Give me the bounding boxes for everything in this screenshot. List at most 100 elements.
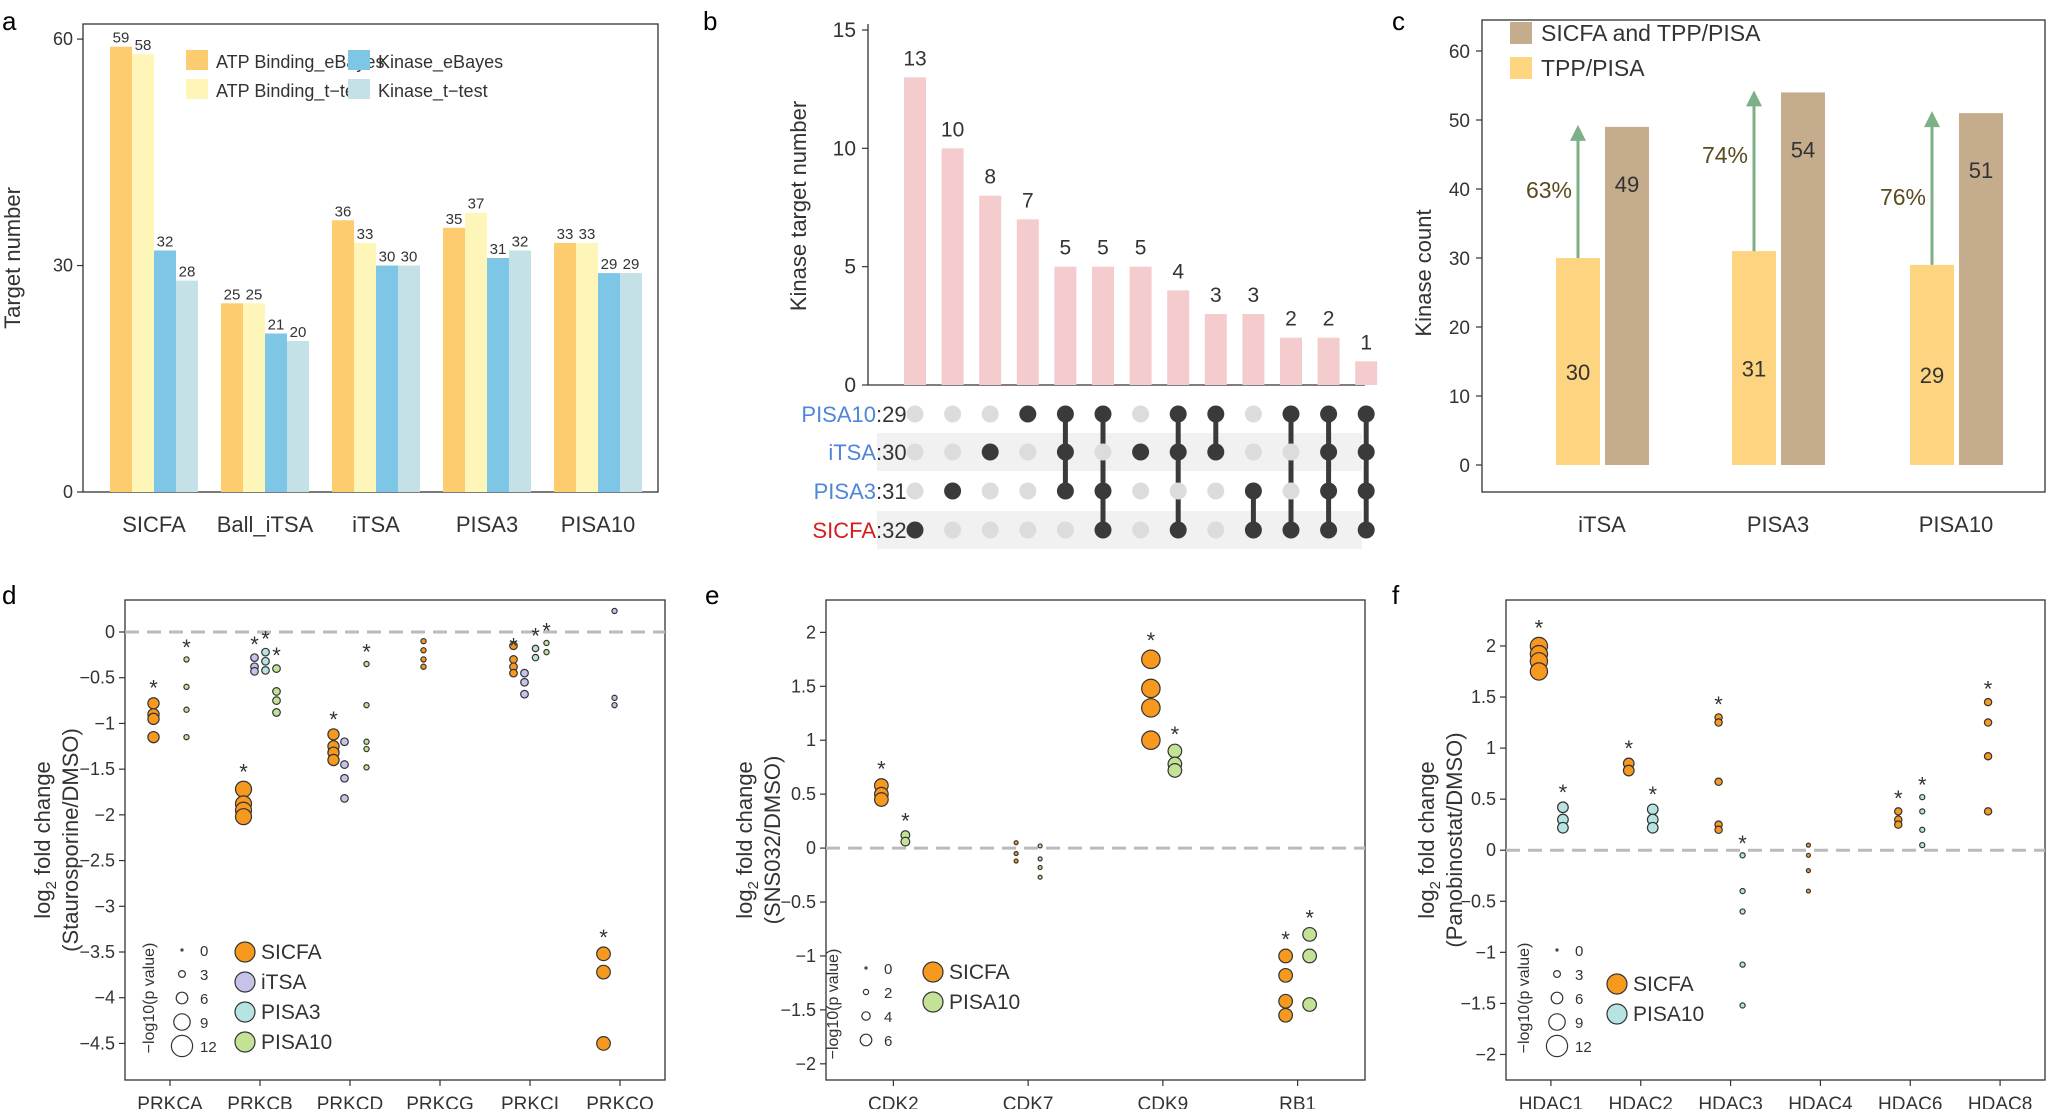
significance-star: * bbox=[1714, 692, 1723, 717]
bar-c-PISA3-0 bbox=[1732, 251, 1776, 465]
x-tick-label-d: PRKCQ bbox=[586, 1094, 654, 1109]
size-legend-value: 6 bbox=[1575, 991, 1583, 1008]
y-axis-label-b: Kinase target number bbox=[786, 101, 811, 311]
bar-value-label-a: 25 bbox=[246, 286, 263, 303]
bar-a-iTSA-0 bbox=[332, 220, 354, 493]
matrix-dot bbox=[1169, 405, 1187, 423]
point-SICFA bbox=[1805, 868, 1812, 874]
upset-bar bbox=[1016, 219, 1039, 385]
y-tick-label-c: 10 bbox=[1449, 387, 1470, 408]
upset-bar-value-label: 8 bbox=[984, 166, 996, 189]
size-legend-circle bbox=[170, 1034, 194, 1058]
matrix-dot bbox=[1019, 482, 1037, 500]
bar-value-label-a: 33 bbox=[357, 226, 374, 243]
size-legend-value: 9 bbox=[1575, 1015, 1583, 1032]
matrix-dot bbox=[1207, 482, 1225, 500]
legend-label-f: PISA10 bbox=[1633, 1003, 1704, 1026]
significance-star: * bbox=[239, 759, 248, 784]
significance-star: * bbox=[901, 809, 910, 834]
x-tick-label-f: HDAC1 bbox=[1519, 1094, 1583, 1109]
matrix-dot bbox=[906, 521, 924, 539]
point-PISA3 bbox=[261, 666, 270, 675]
point-PISA10 bbox=[1739, 852, 1746, 859]
set-size-label: :30 bbox=[876, 440, 907, 465]
size-legend-circle bbox=[178, 969, 187, 978]
matrix-dot bbox=[1132, 443, 1150, 461]
matrix-dot bbox=[1282, 443, 1300, 461]
set-size-label: :29 bbox=[876, 402, 907, 427]
y-tick-label-c: 60 bbox=[1449, 42, 1470, 63]
size-legend-value: 4 bbox=[884, 1009, 892, 1026]
matrix-dot bbox=[1169, 482, 1187, 500]
size-legend-title-d: −log10(p value) bbox=[141, 943, 158, 1054]
y-tick-label-b: 5 bbox=[844, 256, 856, 279]
legend-swatch-a bbox=[186, 79, 208, 99]
significance-star: * bbox=[1535, 615, 1544, 640]
point-SICFA bbox=[1013, 840, 1019, 846]
x-tick-label-e: CDK7 bbox=[1003, 1094, 1054, 1109]
matrix-dot bbox=[1357, 405, 1375, 423]
legend-swatch-a bbox=[186, 50, 208, 70]
size-legend-value: 6 bbox=[200, 991, 208, 1008]
point-PISA10 bbox=[1919, 841, 1926, 849]
bar-a-SICFA-3 bbox=[176, 280, 198, 492]
matrix-dot bbox=[1094, 521, 1112, 539]
matrix-dot bbox=[1207, 521, 1225, 539]
bar-a-PISA10-3 bbox=[620, 273, 642, 492]
x-tick-label-d: PRKCB bbox=[227, 1094, 292, 1109]
bar-value-label-c: 31 bbox=[1742, 357, 1766, 382]
upset-bar bbox=[1054, 266, 1077, 385]
matrix-dot bbox=[1056, 482, 1074, 500]
matrix-dot bbox=[1056, 443, 1074, 461]
bar-value-label-a: 30 bbox=[401, 249, 418, 266]
bar-c-iTSA-1 bbox=[1605, 126, 1649, 466]
bar-value-label-a: 32 bbox=[512, 233, 529, 250]
x-tick-label-a: PISA3 bbox=[456, 512, 518, 537]
plot-frame-d bbox=[124, 599, 666, 1081]
point-iTSA bbox=[340, 760, 349, 769]
matrix-dot bbox=[1207, 405, 1225, 423]
point-PISA10 bbox=[183, 706, 190, 713]
point-SICFA bbox=[420, 647, 427, 654]
x-tick-label-d: PRKCG bbox=[406, 1094, 474, 1109]
legend-label-d: SICFA bbox=[261, 941, 322, 964]
point-SICFA bbox=[327, 753, 340, 767]
set-size-label: :32 bbox=[876, 518, 907, 543]
bar-a-iTSA-3 bbox=[398, 265, 420, 492]
legend-point-d bbox=[234, 1001, 256, 1023]
bar-value-label-a: 58 bbox=[135, 37, 152, 54]
y-tick-label-b: 15 bbox=[833, 19, 856, 42]
matrix-dot bbox=[1132, 482, 1150, 500]
point-iTSA bbox=[611, 607, 618, 615]
significance-star: * bbox=[599, 925, 608, 950]
size-legend-circle bbox=[862, 988, 870, 996]
upset-bar bbox=[1355, 361, 1378, 385]
point-PISA10 bbox=[272, 696, 281, 705]
growth-arrow-head bbox=[1746, 90, 1762, 107]
point-PISA10 bbox=[1302, 948, 1318, 964]
point-SICFA bbox=[1983, 697, 1993, 707]
set-name-label: iTSA bbox=[828, 440, 876, 465]
point-PISA10 bbox=[1919, 793, 1926, 801]
size-legend-value: 6 bbox=[884, 1033, 892, 1050]
point-SICFA bbox=[1714, 718, 1723, 727]
panel-label-a: a bbox=[2, 6, 17, 36]
bar-value-label-a: 37 bbox=[468, 196, 485, 213]
size-legend-value: 2 bbox=[884, 985, 892, 1002]
bar-value-label-a: 33 bbox=[579, 226, 596, 243]
point-SICFA bbox=[1278, 1007, 1294, 1023]
y-tick-label-d: −3.5 bbox=[79, 942, 115, 962]
point-PISA10 bbox=[1302, 997, 1318, 1012]
y-axis-label-d: log2 fold change bbox=[30, 761, 60, 919]
y-label-log: log bbox=[732, 889, 757, 918]
set-size-label: :31 bbox=[876, 479, 907, 504]
point-PISA10 bbox=[272, 687, 281, 696]
significance-star: * bbox=[1305, 906, 1314, 931]
point-PISA10 bbox=[1302, 926, 1318, 942]
y-tick-label-e: 1 bbox=[806, 730, 816, 750]
point-SICFA bbox=[1141, 649, 1161, 670]
point-SICFA bbox=[1983, 718, 1993, 727]
significance-star: * bbox=[272, 643, 281, 668]
matrix-dot bbox=[1169, 443, 1187, 461]
matrix-dot bbox=[1132, 405, 1150, 423]
